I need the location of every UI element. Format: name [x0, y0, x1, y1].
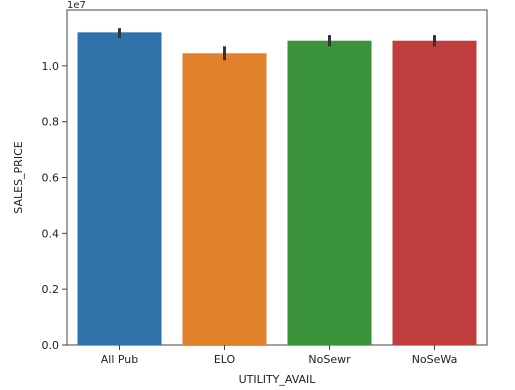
bar-nosewa: [393, 41, 477, 345]
y-tick-label: 0.6: [42, 172, 60, 185]
x-tick-label: NoSeWa: [412, 353, 458, 366]
y-axis-offset-text: 1e7: [67, 0, 86, 11]
bar-all-pub: [78, 32, 162, 345]
error-bars: [120, 28, 435, 60]
x-tick-label: NoSewr: [308, 353, 351, 366]
bar-nosewr: [288, 41, 372, 345]
y-axis: 0.0 0.2 0.4 0.6 0.8 1.0: [42, 60, 68, 352]
y-tick-label: 0.4: [42, 227, 60, 240]
y-tick-label: 1.0: [42, 60, 60, 73]
x-axis: All Pub ELO NoSewr NoSeWa: [101, 345, 458, 366]
y-tick-label: 0.0: [42, 339, 60, 352]
y-tick-label: 0.8: [42, 116, 60, 129]
x-tick-label: ELO: [214, 353, 236, 366]
x-axis-label: UTILITY_AVAIL: [239, 373, 317, 386]
x-tick-label: All Pub: [101, 353, 139, 366]
y-tick-label: 0.2: [42, 283, 60, 296]
y-axis-label: SALES_PRICE: [12, 141, 25, 213]
bar-elo: [183, 53, 267, 345]
bars: [78, 32, 477, 345]
